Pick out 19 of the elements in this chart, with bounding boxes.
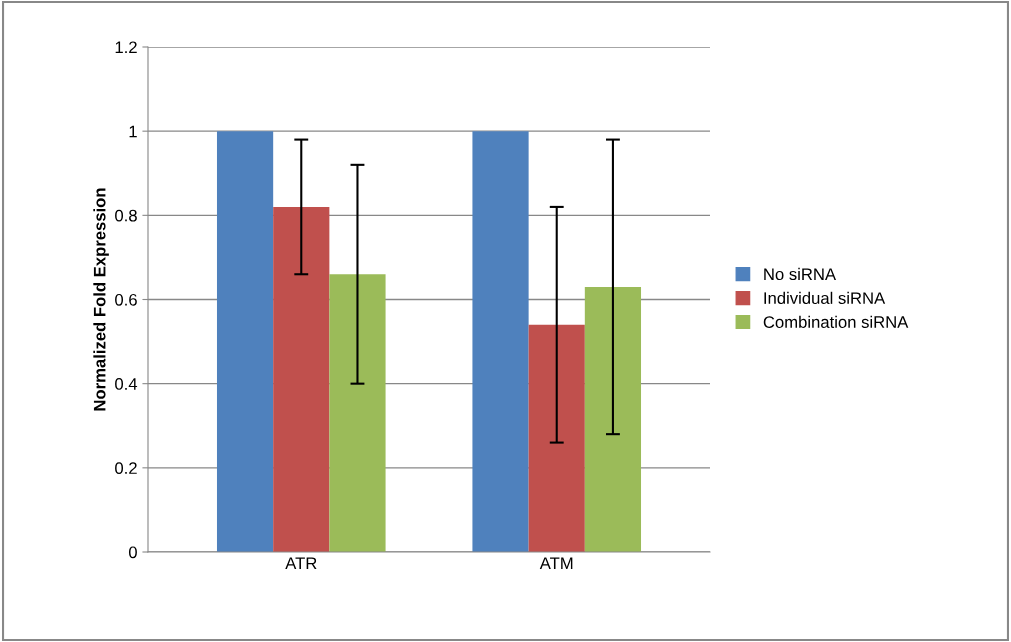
bar	[472, 131, 529, 552]
bar	[273, 206, 330, 552]
bar	[584, 286, 642, 552]
y-tick-label: 0	[128, 546, 137, 559]
x-tick-label: ATM	[539, 557, 573, 569]
y-tick-label: 0.8	[115, 209, 137, 222]
y-tick-label: 0.2	[115, 462, 137, 475]
bar	[528, 324, 585, 552]
bar	[329, 274, 386, 552]
bar	[216, 131, 274, 552]
y-tick-label: 0.6	[115, 293, 137, 306]
y-tick-label: 0.4	[115, 378, 138, 390]
y-axis-title: Normalized Fold Expression	[93, 188, 109, 411]
legend-label: Individual siRNA	[764, 291, 886, 305]
y-tick-label: 1.2	[115, 41, 137, 54]
legend-label: No siRNA	[764, 267, 837, 281]
legend-label: Combination siRNA	[763, 315, 909, 328]
x-tick-label: ATR	[285, 557, 317, 569]
y-tick-label: 1	[129, 125, 137, 138]
